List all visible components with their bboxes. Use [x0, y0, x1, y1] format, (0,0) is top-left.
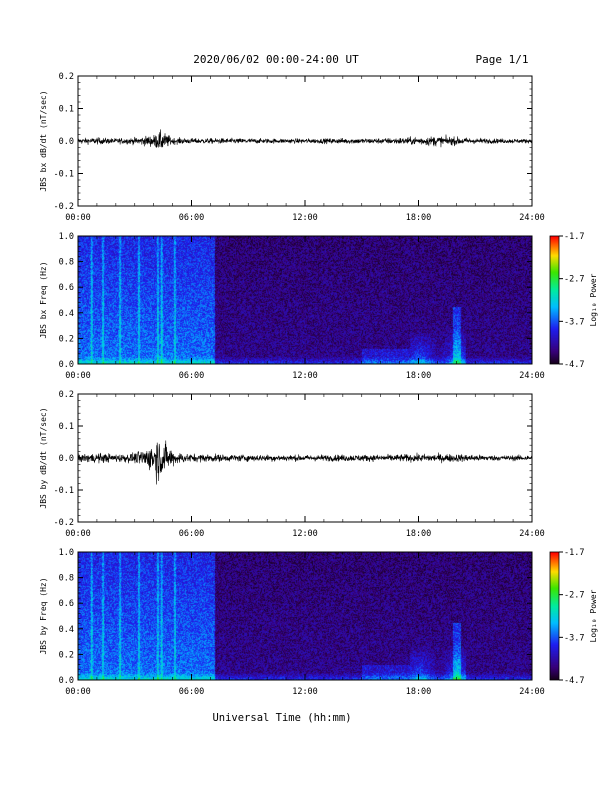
panel-1-colorbar-tick-label: -1.7 [564, 232, 584, 242]
panel-1-xtick-label: 18:00 [406, 371, 432, 381]
panel-0-ytick-label: -0.1 [54, 170, 74, 180]
panel-3-xtick-label: 06:00 [179, 687, 205, 697]
panel-2-xtick-label: 24:00 [519, 529, 545, 539]
panel-2-ytick-label: 0.1 [59, 422, 74, 432]
panel-0-ylabel: JBS bx dB/dt (nT/sec) [39, 90, 48, 191]
panel-2-ytick-label: 0.0 [59, 454, 74, 464]
panel-3-xtick-label: 12:00 [292, 687, 318, 697]
panel-2-ytick-label: -0.1 [54, 486, 74, 496]
panel-0-ytick-label: 0.2 [59, 72, 74, 82]
panel-0-ytick-label: 0.0 [59, 137, 74, 147]
panel-1-xtick-label: 06:00 [179, 371, 205, 381]
panel-1-ylabel: JBS bx Freq (Hz) [39, 261, 48, 338]
panel-2-xtick-label: 12:00 [292, 529, 318, 539]
panel-2-xtick-label: 00:00 [65, 529, 91, 539]
panel-0-xtick-label: 12:00 [292, 213, 318, 223]
x-axis-title: Universal Time (hh:mm) [212, 712, 351, 724]
panel-1-ytick-label: 0.6 [59, 283, 74, 293]
panel-3-frame [77, 551, 533, 681]
panel-3-colorbar-tick-label: -3.7 [564, 633, 584, 643]
panel-0-ytick-label: -0.2 [54, 202, 74, 212]
panel-0-xtick-label: 00:00 [65, 213, 91, 223]
panels-group: 0.20.10.0-0.1-0.200:00 06:00 12:00 18:00 24:… [39, 72, 598, 697]
panel-3-ytick-label: 1.0 [59, 548, 74, 558]
panel-3-colorbar-tick-label: -4.7 [564, 676, 584, 686]
panel-2-xtick-label: 06:00 [179, 529, 205, 539]
panel-3-ytick-label: 0.2 [59, 650, 74, 660]
panel-1-ytick-label: 1.0 [59, 232, 74, 242]
panel-3-ytick-label: 0.0 [59, 676, 74, 686]
panel-3-colorbar-label: Log₁₀ Power [589, 589, 598, 642]
panel-1-xtick-label: 12:00 [292, 371, 318, 381]
panel-1-xtick-label: 24:00 [519, 371, 545, 381]
panel-3-ytick-label: 0.8 [59, 574, 74, 584]
panel-2-ytick-label: 0.2 [59, 390, 74, 400]
panel-3-xtick-label: 00:00 [65, 687, 91, 697]
panel-1-colorbar-tick-label: -3.7 [564, 317, 584, 327]
panel-0-xtick-label: 24:00 [519, 213, 545, 223]
panel-3-colorbar-tick-label: -2.7 [564, 591, 584, 601]
panel-3-ytick-label: 0.4 [59, 625, 74, 635]
panel-1-colorbar-frame [549, 235, 560, 365]
panel-1-ytick-label: 0.2 [59, 334, 74, 344]
panel-1-xtick-label: 00:00 [65, 371, 91, 381]
panel-3-xtick-label: 18:00 [406, 687, 432, 697]
panel-3-ytick-label: 0.6 [59, 599, 74, 609]
panel-2-xtick-label: 18:00 [406, 529, 432, 539]
panel-1-ytick-label: 0.8 [59, 258, 74, 268]
panel-2-series-line [77, 440, 533, 485]
panel-3-colorbar-tick-label: -1.7 [564, 548, 584, 558]
panel-3-spectrogram [78, 552, 532, 680]
panel-0-ytick-label: 0.1 [59, 105, 74, 115]
panel-3-ylabel: JBS by Freq (Hz) [39, 577, 48, 654]
panel-0-xtick-label: 06:00 [179, 213, 205, 223]
panel-3-xtick-label: 24:00 [519, 687, 545, 697]
panel-1-ytick-label: 0.0 [59, 360, 74, 370]
panel-1-spectrogram [78, 236, 532, 364]
panel-1-colorbar-tick-label: -4.7 [564, 360, 584, 370]
panel-1-ytick-label: 0.4 [59, 309, 74, 319]
panel-2-ylabel: JBS by dB/dt (nT/sec) [39, 407, 48, 508]
page-number: Page 1/1 [476, 53, 529, 66]
panel-1-frame [77, 235, 533, 365]
panel-3-colorbar-frame [549, 551, 560, 681]
panel-1-colorbar-label: Log₁₀ Power [589, 273, 598, 326]
page-title: 2020/06/02 00:00-24:00 UT [193, 53, 359, 66]
panel-2-ytick-label: -0.2 [54, 518, 74, 528]
panel-1-colorbar [550, 236, 559, 364]
panel-0-xtick-label: 18:00 [406, 213, 432, 223]
panel-0-series-line [77, 129, 533, 148]
panel-3-colorbar [550, 552, 559, 680]
panel-1-colorbar-tick-label: -2.7 [564, 275, 584, 285]
